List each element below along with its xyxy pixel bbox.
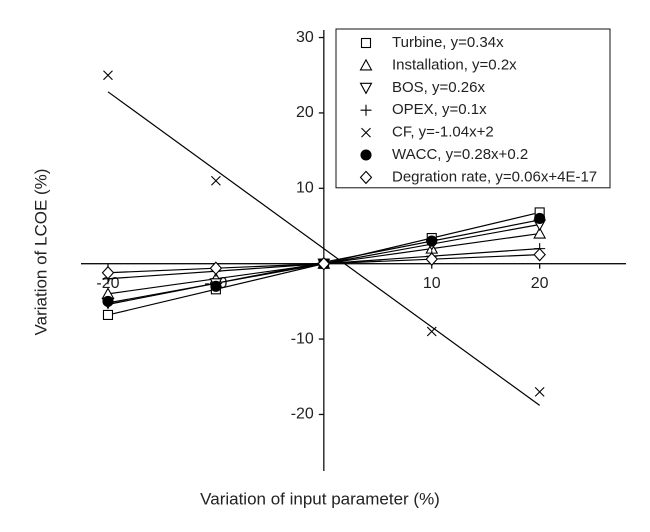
legend-label: CF, y=-1.04x+2 [392,124,494,141]
marker-diamond [533,247,546,262]
marker-cross [426,326,437,337]
legend-label: Turbine, y=0.34x [392,34,504,51]
y-axis-label: Variation of LCOE (%) [31,169,50,336]
x-tick-label: 10 [423,275,441,292]
marker-circle [102,295,114,307]
legend-label: OPEX, y=0.1x [392,101,487,118]
marker-plus [360,104,372,116]
trend-line [107,91,541,406]
marker-diamond [359,170,373,185]
marker-circle [360,149,372,161]
marker-cross [103,70,113,81]
y-tick-label: -20 [291,406,314,423]
x-axis-label: Variation of input parameter (%) [200,489,440,508]
marker-circle [426,235,438,247]
marker-diamond [425,252,438,266]
marker-diamond [209,261,223,276]
x-tick-label: 20 [531,275,549,292]
legend-label: WACC, y=0.28x+0.2 [392,146,528,163]
y-tick-label: -10 [291,330,314,347]
y-tick-label: 30 [296,29,314,46]
marker-diamond [101,265,115,280]
legend: Turbine, y=0.34x Installation, y=0.2x BOS,… [335,28,611,189]
marker-cross [211,175,221,186]
legend-label: BOS, y=0.26x [392,79,485,96]
y-tick-label: 10 [296,180,314,197]
marker-cross [361,127,371,138]
legend-box [335,28,611,189]
marker-diamond [317,256,331,271]
y-tick-label: 20 [296,104,314,121]
marker-triangle-up [359,58,373,71]
marker-triangle-up [533,226,547,239]
marker-square [360,37,372,49]
marker-cross [534,386,545,397]
marker-circle [534,212,546,225]
legend-label: Degration rate, y=0.06x+4E-17 [392,168,597,185]
marker-circle [210,280,222,292]
marker-triangle-down [359,82,373,95]
marker-square [102,309,114,321]
legend-label: Installation, y=0.2x [392,56,517,73]
